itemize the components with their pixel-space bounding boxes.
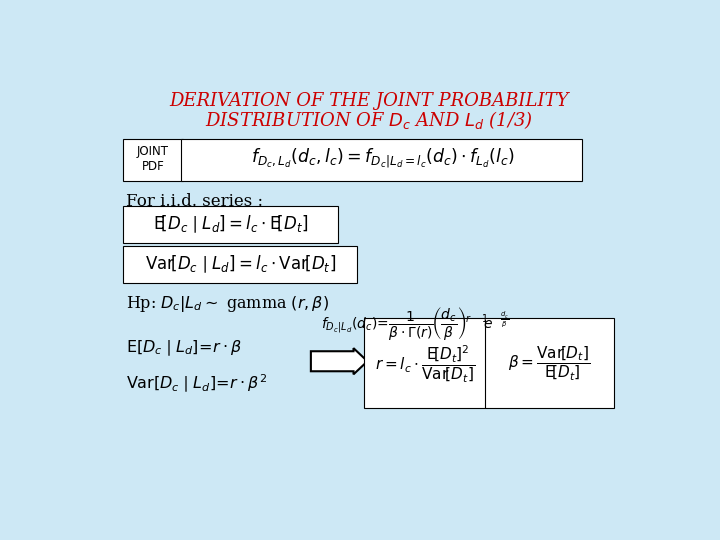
Text: $r = l_c \cdot \dfrac{\mathrm{E}\!\left[D_t\right]^2}{\mathrm{Var}\!\left[D_t\ri: $r = l_c \cdot \dfrac{\mathrm{E}\!\left[… <box>374 343 475 384</box>
Text: JOINT
PDF: JOINT PDF <box>137 145 168 173</box>
Text: $\mathrm{Var}\!\left[D_c \mid L_d\right] = l_c \cdot \mathrm{Var}\!\left[D_t\rig: $\mathrm{Var}\!\left[D_c \mid L_d\right]… <box>145 253 336 275</box>
FancyBboxPatch shape <box>364 318 614 408</box>
Text: For i.i.d. series :: For i.i.d. series : <box>127 193 264 211</box>
Text: DISTRIBUTION OF $D_c$ AND $L_d$ (1/3): DISTRIBUTION OF $D_c$ AND $L_d$ (1/3) <box>205 109 533 131</box>
Text: $\mathrm{E}\!\left[D_c \mid L_d\right] = l_c \cdot \mathrm{E}\!\left[D_t\right]$: $\mathrm{E}\!\left[D_c \mid L_d\right] =… <box>153 213 308 235</box>
Text: $f_{D_c|L_d}(d_c)\!=\!\dfrac{1}{\beta \cdot \Gamma(r)}\!\left(\dfrac{d_c}{\beta}: $f_{D_c|L_d}(d_c)\!=\!\dfrac{1}{\beta \c… <box>321 305 510 342</box>
Text: $\mathrm{E}[\boldsymbol{D_c} \mid \boldsymbol{L_d}]\!=\!r \cdot \beta$: $\mathrm{E}[\boldsymbol{D_c} \mid \bolds… <box>127 338 243 357</box>
Text: $f_{D_c,L_d}(d_c,l_c) = f_{D_c|L_d=l_c}(d_c) \cdot f_{L_d}(l_c)$: $f_{D_c,L_d}(d_c,l_c) = f_{D_c|L_d=l_c}(… <box>251 147 515 170</box>
FancyArrow shape <box>311 348 367 374</box>
Text: $\mathrm{Var}[\boldsymbol{D_c} \mid \boldsymbol{L_d}]\!=\!r \cdot \beta^2$: $\mathrm{Var}[\boldsymbol{D_c} \mid \bol… <box>127 373 268 395</box>
FancyBboxPatch shape <box>123 246 357 283</box>
FancyBboxPatch shape <box>123 206 338 242</box>
FancyBboxPatch shape <box>123 139 183 181</box>
Text: DERIVATION OF THE JOINT PROBABILITY: DERIVATION OF THE JOINT PROBABILITY <box>169 92 569 110</box>
Text: Hp: $D_c|L_d \sim$ gamma $(r, \beta)$: Hp: $D_c|L_d \sim$ gamma $(r, \beta)$ <box>127 294 330 314</box>
FancyBboxPatch shape <box>181 139 582 181</box>
Text: $\beta = \dfrac{\mathrm{Var}\!\left[D_t\right]}{\mathrm{E}\!\left[D_t\right]}$: $\beta = \dfrac{\mathrm{Var}\!\left[D_t\… <box>508 345 590 383</box>
